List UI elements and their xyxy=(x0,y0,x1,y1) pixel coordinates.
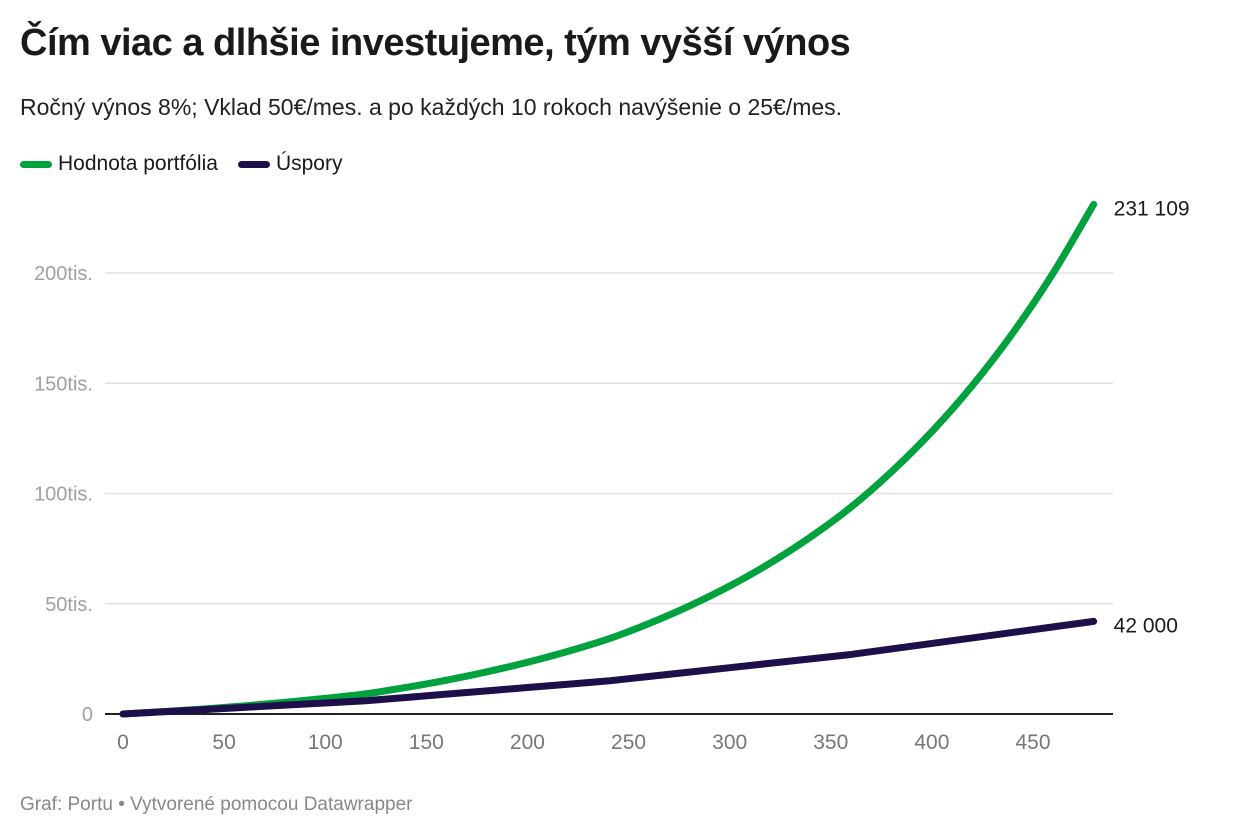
x-tick-label: 400 xyxy=(914,731,949,754)
legend-item-savings: Úspory xyxy=(237,152,343,176)
legend-item-portfolio: Hodnota portfólia xyxy=(20,152,218,176)
chart-footer: Graf: Portu • Vytvorené pomocou Datawrap… xyxy=(20,794,413,815)
x-tick-label: 50 xyxy=(212,731,235,754)
y-tick-label: 200tis. xyxy=(34,263,93,285)
chart-title: Čím viac a dlhšie investujeme, tým vyšší… xyxy=(20,22,851,64)
y-tick-label: 50tis. xyxy=(45,594,93,616)
end-label-savings: 42 000 xyxy=(1114,614,1178,637)
x-tick-label: 300 xyxy=(712,731,747,754)
x-tick-label: 150 xyxy=(409,731,444,754)
legend-swatch-portfolio xyxy=(20,160,52,168)
series-line-savings xyxy=(119,617,1098,718)
series-line-portfolio xyxy=(119,200,1098,718)
y-tick-label: 150tis. xyxy=(34,373,93,395)
x-tick-label: 450 xyxy=(1015,731,1050,754)
x-tick-label: 200 xyxy=(510,731,545,754)
x-tick-label: 0 xyxy=(117,731,129,754)
x-tick-label: 250 xyxy=(611,731,646,754)
chart-subtitle: Ročný výnos 8%; Vklad 50€/mes. a po každ… xyxy=(20,94,843,120)
legend-swatch-savings xyxy=(237,160,270,168)
legend: Hodnota portfólia Úspory xyxy=(20,152,362,176)
legend-label-savings: Úspory xyxy=(275,152,343,175)
legend-label-portfolio: Hodnota portfólia xyxy=(58,152,218,175)
x-tick-label: 100 xyxy=(308,731,343,754)
y-tick-label: 0 xyxy=(82,704,93,726)
y-tick-label: 100tis. xyxy=(34,484,93,506)
end-label-portfolio: 231 109 xyxy=(1114,197,1190,220)
x-tick-label: 350 xyxy=(813,731,848,754)
